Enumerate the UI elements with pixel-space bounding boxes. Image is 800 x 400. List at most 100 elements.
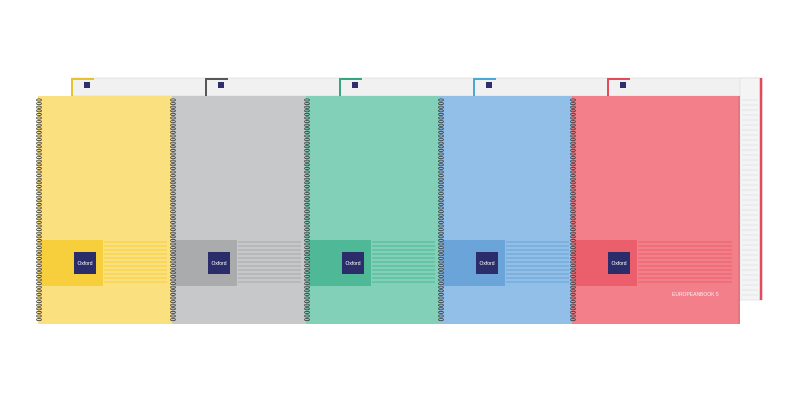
spiral-coil — [570, 267, 576, 271]
spiral-coil — [170, 256, 176, 260]
spiral-coil — [438, 159, 444, 163]
spiral-coil — [438, 260, 444, 264]
spiral-coil — [170, 145, 176, 149]
spiral-coil — [170, 289, 176, 293]
spiral-coil — [304, 314, 310, 318]
spiral-coil — [438, 192, 444, 196]
spiral-coil — [438, 163, 444, 167]
spiral-coil — [304, 170, 310, 174]
spiral-coil — [36, 267, 42, 271]
spiral-coil — [304, 310, 310, 314]
spiral-coil — [170, 120, 176, 124]
spiral-coil — [36, 109, 42, 113]
spiral-coil — [170, 318, 176, 322]
spiral-coil — [438, 148, 444, 152]
spiral-coil — [570, 264, 576, 268]
spiral-coil — [570, 199, 576, 203]
spiral-coil — [304, 307, 310, 311]
spiral-coil — [570, 152, 576, 156]
spiral-coil — [304, 148, 310, 152]
spiral-coil — [170, 192, 176, 196]
spiral-coil — [304, 278, 310, 282]
spiral-coil — [304, 282, 310, 286]
spiral-coil — [304, 116, 310, 120]
spiral-coil — [570, 278, 576, 282]
spiral-coil — [438, 228, 444, 232]
spiral-coil — [304, 224, 310, 228]
spiral-coil — [36, 213, 42, 217]
spiral-coil — [304, 156, 310, 160]
spiral-coil — [438, 289, 444, 293]
spiral-coil — [438, 156, 444, 160]
cover-shade — [738, 96, 740, 324]
spiral-coil — [438, 174, 444, 178]
spiral-coil — [438, 307, 444, 311]
spiral-coil — [570, 235, 576, 239]
spiral-coil — [570, 102, 576, 106]
spiral-coil — [570, 116, 576, 120]
spiral-coil — [36, 289, 42, 293]
spiral-coil — [570, 134, 576, 138]
spiral-coil — [570, 159, 576, 163]
spiral-coil — [570, 249, 576, 253]
spiral-coil — [570, 141, 576, 145]
spiral-coil — [36, 300, 42, 304]
spiral-coil — [170, 278, 176, 282]
spiral-coil — [304, 235, 310, 239]
spiral-coil — [570, 206, 576, 210]
spiral-coil — [170, 267, 176, 271]
spiral-coil — [170, 300, 176, 304]
spiral-coil — [304, 260, 310, 264]
spiral-coil — [304, 292, 310, 296]
spiral-coil — [170, 213, 176, 217]
spiral-coil — [36, 192, 42, 196]
spiral-coil — [438, 318, 444, 322]
spiral-coil — [36, 307, 42, 311]
logo-box — [476, 252, 498, 274]
logo-box — [74, 252, 96, 274]
spiral-coil — [438, 217, 444, 221]
spiral-coil — [438, 224, 444, 228]
spiral-coil — [570, 166, 576, 170]
spiral-coil — [36, 181, 42, 185]
spiral-coil — [36, 166, 42, 170]
spiral-coil — [36, 310, 42, 314]
logo-box — [342, 252, 364, 274]
spiral-coil — [170, 249, 176, 253]
spiral-coil — [36, 264, 42, 268]
spiral-coil — [570, 202, 576, 206]
spiral-coil — [438, 109, 444, 113]
spiral-coil — [570, 289, 576, 293]
notebook: Oxford — [304, 96, 443, 324]
spiral-coil — [570, 105, 576, 109]
spiral-coil — [570, 145, 576, 149]
spiral-coil — [36, 130, 42, 134]
spiral-coil — [36, 127, 42, 131]
spiral-coil — [170, 98, 176, 102]
spiral-coil — [570, 109, 576, 113]
spiral-coil — [170, 141, 176, 145]
spiral-coil — [304, 195, 310, 199]
back-page-edge — [739, 77, 763, 301]
spiral-coil — [170, 224, 176, 228]
spiral-coil — [570, 242, 576, 246]
spiral-coil — [36, 217, 42, 221]
spiral-coil — [36, 116, 42, 120]
spiral-coil — [170, 188, 176, 192]
spiral-coil — [36, 278, 42, 282]
spiral-coil — [170, 184, 176, 188]
spiral-coil — [570, 274, 576, 278]
spiral-coil — [438, 296, 444, 300]
notebook: Oxford — [438, 96, 577, 324]
spiral-coil — [36, 256, 42, 260]
spiral-coil — [438, 105, 444, 109]
spiral-coil — [438, 264, 444, 268]
spiral-coil — [438, 166, 444, 170]
spiral-coil — [304, 289, 310, 293]
spiral-coil — [36, 123, 42, 127]
spiral-coil — [304, 217, 310, 221]
spiral-coil — [570, 318, 576, 322]
spiral-coil — [304, 174, 310, 178]
tab-logo — [84, 82, 90, 88]
spiral-coil — [438, 303, 444, 307]
